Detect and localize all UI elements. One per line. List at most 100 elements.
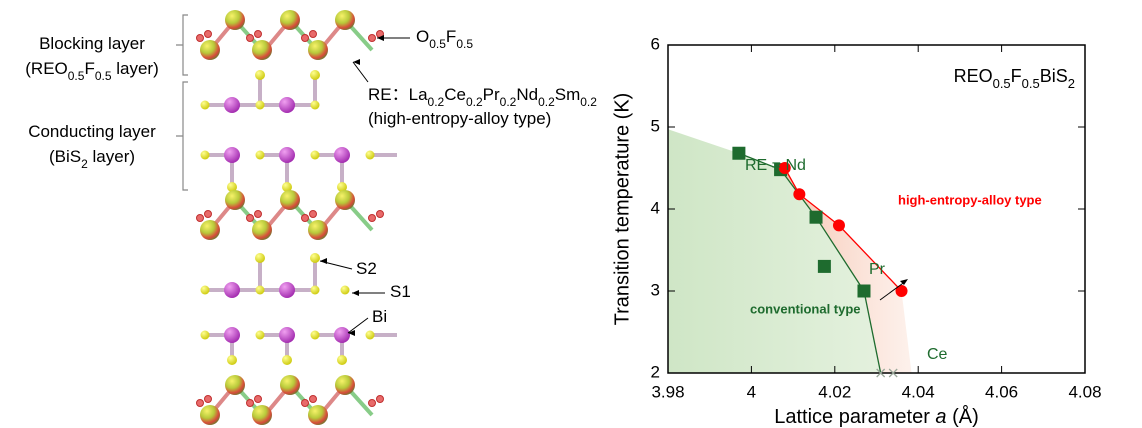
atom xyxy=(308,40,328,60)
atom-of xyxy=(255,31,262,38)
atom xyxy=(280,375,300,395)
atom-of xyxy=(247,215,254,222)
atom xyxy=(310,253,320,263)
atom-of xyxy=(310,31,317,38)
atom xyxy=(337,355,347,365)
atom xyxy=(252,405,272,425)
x-tick-label: 4 xyxy=(747,382,756,401)
text-part: 0.5 xyxy=(429,37,446,51)
text-part: 0.5 xyxy=(1022,76,1040,91)
marker-square xyxy=(818,260,831,273)
text-part: 0.5 xyxy=(68,69,85,83)
text-part: 0.2 xyxy=(500,95,517,109)
atom-of xyxy=(247,35,254,42)
atom xyxy=(310,70,320,80)
text-part: S1 xyxy=(390,282,411,301)
pointer xyxy=(348,318,368,333)
label: Conducting layer xyxy=(28,122,156,141)
text-part: S2 xyxy=(356,259,377,278)
text-part: 0.2 xyxy=(466,95,483,109)
atom xyxy=(280,190,300,210)
x-tick-label: 4.04 xyxy=(902,382,935,401)
atom xyxy=(256,286,265,295)
atom-of xyxy=(302,400,309,407)
atom-of xyxy=(197,215,204,222)
atom xyxy=(255,253,265,263)
annotation: Pr xyxy=(869,261,886,278)
text-part: a xyxy=(935,406,946,428)
atom xyxy=(252,40,272,60)
atom-of xyxy=(310,396,317,403)
text-part: Pr xyxy=(483,85,500,104)
marker-square xyxy=(857,285,870,298)
atom xyxy=(279,282,295,298)
atom xyxy=(334,327,350,343)
label: (high-entropy-alloy type) xyxy=(368,109,551,128)
marker-square xyxy=(732,147,745,160)
atom-of xyxy=(302,35,309,42)
label: (BiS2 layer) xyxy=(49,147,135,171)
label: Blocking layer xyxy=(39,34,145,53)
atom xyxy=(256,101,265,110)
atom xyxy=(224,282,240,298)
label: O0.5F0.5 xyxy=(416,27,473,51)
y-tick-label: 5 xyxy=(651,116,660,135)
bracket xyxy=(176,82,188,190)
marker-square xyxy=(810,211,823,224)
marker-circle xyxy=(833,219,845,231)
atom xyxy=(335,190,355,210)
atom-of xyxy=(247,400,254,407)
chart: 3.9844.024.044.064.0823456REO0.5F0.5BiS2… xyxy=(611,34,1101,428)
atom-of xyxy=(255,396,262,403)
atom xyxy=(225,190,245,210)
atom xyxy=(335,10,355,30)
series-label: conventional type xyxy=(750,301,861,316)
text-part: 0.2 xyxy=(580,95,597,109)
text-part: (BiS xyxy=(49,147,81,166)
atom-of xyxy=(255,211,262,218)
atom xyxy=(335,375,355,395)
text-part: (REO xyxy=(25,59,68,78)
atom-of xyxy=(310,211,317,218)
pointer xyxy=(353,62,368,82)
text-part: REO xyxy=(954,66,993,86)
atom-of xyxy=(205,396,212,403)
text-part: RE：La xyxy=(368,85,428,104)
y-tick-label: 6 xyxy=(651,34,660,53)
atom xyxy=(308,405,328,425)
marker-circle xyxy=(793,188,805,200)
text-part: 0.2 xyxy=(428,95,445,109)
label: RE：La0.2Ce0.2Pr0.2Nd0.2Sm0.2 xyxy=(368,85,597,109)
atom-of xyxy=(205,31,212,38)
x-axis-label: Lattice parameter a (Å) xyxy=(774,405,979,428)
atom xyxy=(224,97,240,113)
text-part: Bi xyxy=(372,307,387,326)
series-label: Ce xyxy=(927,346,948,363)
pointer-head xyxy=(352,290,359,296)
text-part: layer) xyxy=(88,147,135,166)
atom xyxy=(279,147,295,163)
text-part: BiS xyxy=(1040,66,1068,86)
atom xyxy=(201,151,210,160)
atom xyxy=(201,101,210,110)
atom xyxy=(311,101,320,110)
text-part: 2 xyxy=(1068,76,1075,91)
text-part: (Å) xyxy=(947,405,979,428)
atom xyxy=(311,286,320,295)
label: S2 xyxy=(356,259,377,278)
atom xyxy=(225,375,245,395)
atom xyxy=(279,327,295,343)
atom xyxy=(224,147,240,163)
atom xyxy=(366,151,375,160)
x-tick-label: 4.06 xyxy=(985,382,1018,401)
chart-title: REO0.5F0.5BiS2 xyxy=(954,66,1075,91)
label: Bi xyxy=(372,307,387,326)
atom xyxy=(227,355,237,365)
y-tick-label: 2 xyxy=(651,362,660,381)
atom xyxy=(311,151,320,160)
text-part: Sm xyxy=(555,85,581,104)
text-part: layer) xyxy=(112,59,159,78)
atom xyxy=(256,151,265,160)
x-tick-label: 3.98 xyxy=(651,382,684,401)
atom xyxy=(200,220,220,240)
